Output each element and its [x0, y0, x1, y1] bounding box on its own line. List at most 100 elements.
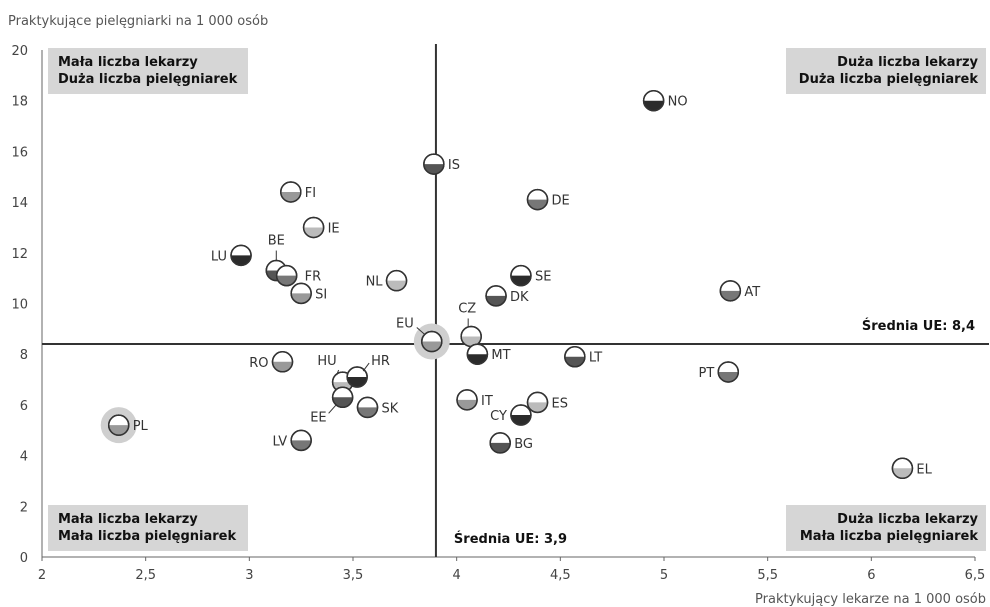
- flag-outline: [489, 432, 511, 454]
- point-pt: PT: [698, 361, 740, 383]
- quadrant-label-top-right: Duża liczba lekarzy: [837, 55, 978, 70]
- point-label: SI: [315, 287, 327, 302]
- flag-outline: [356, 396, 379, 419]
- y-tick-label: 8: [20, 348, 28, 363]
- flag-outline: [290, 282, 312, 305]
- point-label: SE: [535, 270, 551, 285]
- point-label: NL: [366, 275, 384, 290]
- label-leader-line: [336, 369, 340, 376]
- point-label: IS: [448, 158, 460, 173]
- flag-outline: [891, 457, 914, 480]
- flag-fill: [280, 191, 301, 202]
- point-nl: NL: [366, 269, 408, 292]
- y-tick-label: 14: [11, 196, 28, 211]
- quadrant-box-top-right: [786, 48, 986, 94]
- quadrant-label-top-left: Duża liczba pielęgniarek: [58, 72, 238, 87]
- flag-outline: [466, 343, 489, 365]
- point-cz: CZ: [458, 301, 482, 348]
- label-leader-line: [362, 362, 370, 372]
- flag-fill: [467, 354, 488, 365]
- x-tick-label: 4,5: [550, 568, 571, 583]
- x-tick-label: 6: [867, 568, 875, 583]
- y-tick-label: 10: [11, 298, 28, 313]
- point-label: EU: [396, 317, 414, 332]
- point-es: ES: [526, 391, 568, 414]
- point-label: SK: [382, 401, 399, 416]
- flag-fill: [486, 295, 507, 306]
- point-ro: RO: [249, 351, 294, 373]
- point-eu: EU: [396, 317, 450, 360]
- point-cy: CY: [490, 404, 532, 426]
- flag-fill: [386, 280, 407, 291]
- point-label: LT: [589, 351, 602, 366]
- flag-outline: [642, 89, 665, 112]
- point-label: ES: [552, 396, 568, 411]
- flag-outline: [346, 366, 368, 388]
- flag-fill: [527, 402, 548, 413]
- flag-outline: [510, 264, 532, 287]
- y-tick-label: 0: [20, 551, 28, 566]
- point-si: SI: [290, 282, 327, 305]
- flag-fill: [276, 275, 297, 286]
- flag-fill: [643, 100, 664, 111]
- point-label: EE: [310, 410, 326, 425]
- y-tick-label: 4: [20, 450, 28, 465]
- avg-label-nurses: Średnia UE: 8,4: [862, 318, 975, 334]
- x-tick-label: 5: [660, 568, 668, 583]
- flag-outline: [107, 414, 130, 436]
- y-tick-label: 2: [20, 500, 28, 515]
- point-ie: IE: [302, 216, 340, 239]
- x-tick-label: 3,5: [343, 568, 364, 583]
- flag-outline: [290, 429, 312, 452]
- data-points: NO IS DE FI IE LU BE FR SI NL SE DK AT EU CZ MT LT PT RO HU…: [100, 89, 933, 480]
- point-at: AT: [719, 280, 760, 302]
- flag-outline: [510, 404, 532, 426]
- point-de: DE: [526, 188, 570, 211]
- y-tick-label: 6: [20, 399, 28, 414]
- point-label: IT: [481, 394, 493, 409]
- flag-outline: [719, 280, 742, 302]
- point-lv: LV: [272, 429, 312, 452]
- flag-fill: [421, 341, 442, 352]
- flag-fill: [291, 293, 312, 304]
- x-tick-label: 3: [245, 568, 253, 583]
- point-bg: BG: [489, 432, 533, 454]
- point-label: HU: [317, 354, 336, 369]
- point-mt: MT: [466, 343, 511, 365]
- point-fi: FI: [280, 181, 316, 203]
- y-tick-label: 18: [11, 95, 28, 110]
- flag-fill: [303, 227, 324, 238]
- flag-fill: [720, 290, 741, 301]
- quadrant-box-bottom-right: [786, 505, 986, 551]
- flag-fill: [357, 407, 378, 418]
- flag-fill: [108, 425, 129, 436]
- point-label: LV: [272, 434, 287, 449]
- flag-fill: [291, 440, 312, 451]
- flag-outline: [526, 188, 549, 211]
- point-label: DK: [510, 290, 529, 305]
- quadrant-label-top-right: Duża liczba pielęgniarek: [799, 72, 979, 87]
- reference-lines: Średnia UE: 8,4 Średnia UE: 3,9: [42, 44, 989, 557]
- y-tick-label: 16: [11, 145, 28, 160]
- y-tick-label: 12: [11, 247, 28, 262]
- flag-fill: [457, 399, 478, 410]
- x-axis-title: Praktykujący lekarze na 1 000 osób: [755, 592, 986, 607]
- flag-fill: [510, 275, 531, 286]
- point-label: AT: [744, 285, 760, 300]
- point-it: IT: [456, 389, 493, 411]
- quadrant-label-top-left: Mała liczba lekarzy: [58, 55, 198, 70]
- flag-fill: [231, 255, 252, 266]
- y-axis-title: Praktykujące pielęgniarki na 1 000 osób: [8, 14, 268, 29]
- point-label: PL: [133, 419, 149, 434]
- flag-fill: [527, 199, 548, 210]
- point-label: DE: [552, 194, 570, 209]
- quadrant-label-bottom-right: Duża liczba lekarzy: [837, 512, 978, 527]
- point-dk: DK: [485, 285, 529, 307]
- flag-fill: [510, 415, 531, 426]
- point-fr: FR: [275, 264, 321, 287]
- flag-outline: [526, 391, 549, 414]
- x-tick-label: 5,5: [757, 568, 778, 583]
- x-tick-label: 2: [38, 568, 46, 583]
